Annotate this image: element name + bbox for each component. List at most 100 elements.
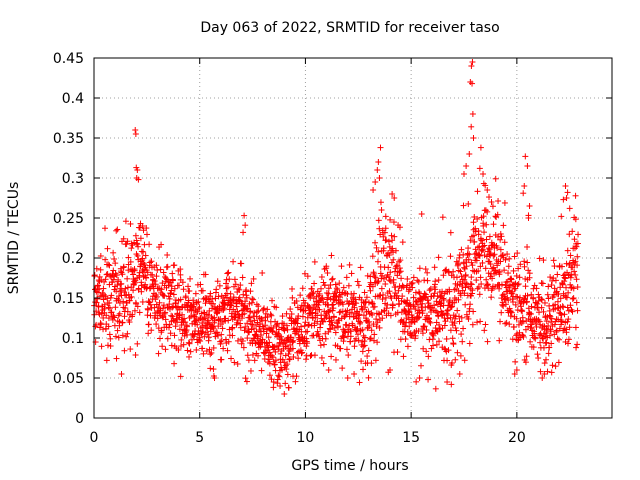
data-point	[552, 277, 559, 284]
data-point	[469, 111, 476, 117]
data-point	[308, 285, 315, 292]
data-point	[203, 324, 210, 331]
data-point	[424, 297, 431, 304]
data-point	[528, 321, 535, 328]
data-point	[171, 360, 178, 367]
data-point	[254, 309, 261, 316]
data-point	[461, 171, 467, 177]
data-point	[505, 263, 512, 270]
data-point	[187, 275, 194, 282]
data-point	[331, 325, 338, 332]
data-point	[424, 269, 431, 276]
data-point	[225, 317, 232, 324]
data-point	[220, 345, 227, 352]
data-point	[425, 300, 432, 307]
data-point	[570, 295, 577, 302]
data-point	[441, 315, 448, 322]
data-point	[343, 311, 350, 318]
x-tick-label: 10	[297, 430, 315, 446]
data-point	[306, 304, 313, 311]
data-point	[551, 285, 558, 292]
data-point	[565, 336, 572, 343]
data-point	[218, 356, 225, 363]
data-point	[378, 207, 385, 213]
data-point	[229, 324, 236, 331]
data-point	[564, 189, 571, 196]
data-point	[96, 273, 103, 280]
data-point	[322, 335, 329, 342]
data-point	[385, 264, 392, 271]
x-tick-label: 20	[508, 430, 526, 446]
data-point	[214, 329, 221, 336]
data-point	[145, 321, 152, 328]
data-point	[351, 343, 358, 350]
data-point	[484, 338, 491, 345]
data-point	[179, 279, 186, 286]
data-point	[160, 269, 167, 276]
x-tick-label: 0	[90, 430, 99, 446]
data-point	[549, 277, 556, 284]
data-point	[385, 273, 392, 280]
y-tick-label: 0.45	[53, 51, 84, 67]
data-point	[554, 271, 561, 278]
data-point	[181, 315, 188, 322]
data-point	[500, 252, 507, 259]
data-point	[106, 331, 113, 338]
data-point	[406, 323, 413, 330]
data-point	[387, 367, 393, 373]
data-point	[236, 297, 243, 304]
data-point	[328, 319, 335, 326]
data-point	[172, 323, 179, 330]
data-point	[158, 286, 165, 293]
data-point	[448, 381, 455, 388]
data-point	[532, 335, 539, 342]
data-point	[104, 342, 111, 349]
data-point	[169, 270, 176, 277]
data-point	[429, 336, 436, 343]
data-point	[538, 296, 545, 303]
data-point	[97, 252, 104, 259]
data-point	[389, 302, 396, 309]
data-point	[348, 328, 355, 335]
data-point	[182, 319, 189, 326]
data-point	[131, 267, 138, 274]
data-point	[397, 268, 404, 275]
data-point	[398, 275, 405, 282]
data-point	[496, 337, 503, 344]
data-point	[259, 336, 266, 343]
y-tick-label: 0.05	[53, 371, 84, 387]
data-point	[166, 295, 173, 302]
data-point	[188, 336, 195, 343]
data-point	[262, 317, 269, 324]
data-point	[538, 296, 545, 303]
data-point	[241, 212, 248, 219]
data-point	[230, 294, 237, 301]
data-point	[146, 241, 153, 248]
data-point	[108, 309, 115, 316]
data-point	[574, 341, 581, 348]
data-point	[553, 328, 560, 335]
data-point	[357, 319, 364, 326]
data-point	[284, 361, 291, 368]
data-point	[444, 357, 451, 364]
data-point	[281, 391, 288, 397]
data-point	[569, 295, 576, 302]
data-point	[363, 294, 370, 301]
data-point	[285, 351, 292, 358]
data-point	[249, 351, 256, 358]
data-point	[537, 339, 544, 346]
data-point	[343, 346, 350, 353]
data-point	[462, 271, 469, 278]
data-point	[135, 243, 142, 250]
data-point	[332, 329, 339, 336]
data-point	[361, 289, 368, 296]
data-point	[470, 308, 477, 315]
data-point	[513, 315, 520, 322]
data-point	[488, 294, 495, 301]
data-point	[522, 283, 529, 290]
data-point	[356, 379, 363, 386]
data-point	[535, 355, 542, 362]
data-point	[178, 343, 185, 350]
data-point	[523, 353, 530, 360]
data-point	[234, 360, 241, 367]
